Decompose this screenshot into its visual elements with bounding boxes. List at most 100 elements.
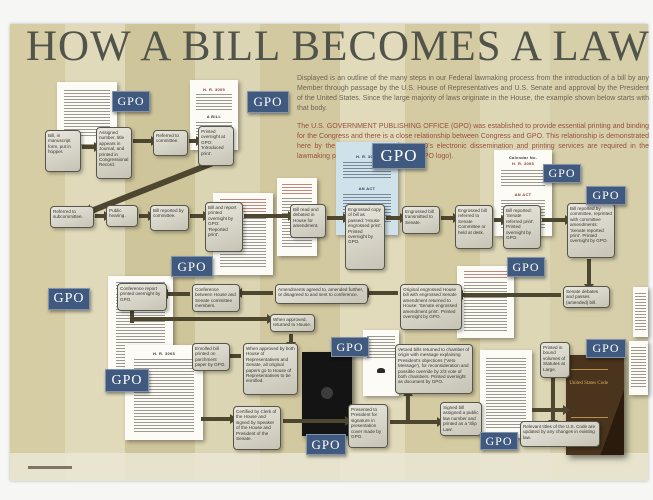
gpo-logo-text: GPO	[592, 188, 620, 202]
flow-arrow	[441, 216, 454, 220]
flow-step-bill-in-hopper: Bill, in manuscript form, put in hopper.	[45, 130, 81, 172]
document-text-lines	[367, 336, 395, 360]
cover-seal	[321, 387, 333, 400]
document-text-lines	[486, 358, 526, 428]
flow-step-reported-by-committee: Bill reported by committee.	[150, 205, 189, 231]
flow-step-approved-returned-house: When approved, returned to House.	[270, 314, 315, 332]
flow-arrow	[82, 145, 95, 149]
veto-message-document	[363, 330, 399, 396]
flow-arrow	[190, 214, 204, 218]
flow-arrow	[134, 317, 268, 321]
gpo-logo-text: GPO	[512, 259, 540, 274]
flow-step-house-debate: Bill read and debated in House for amend…	[290, 204, 326, 238]
flow-step-house-engrossed-print: Engrossed copy of bill as passed: 'House…	[345, 204, 385, 270]
flow-arrow	[462, 293, 561, 297]
gpo-logo-text: GPO	[53, 291, 85, 306]
an-act-heading: AN ACT	[358, 186, 376, 191]
document-text-lines	[195, 94, 233, 110]
flow-arrow	[133, 139, 152, 143]
gpo-logo-text: GPO	[592, 341, 620, 355]
flow-arrow	[139, 214, 149, 218]
flow-arrow	[289, 334, 293, 343]
flow-arrow	[587, 259, 591, 285]
document-text-lines	[281, 184, 313, 194]
flow-arrow	[283, 419, 346, 423]
document-text-lines	[500, 170, 546, 186]
intro-paragraph-1: Displayed is an outline of the many step…	[297, 75, 649, 113]
gpo-logo-text: GPO	[380, 146, 418, 165]
poster-title: HOW A BILL BECOMES A LAW	[26, 23, 650, 70]
gpo-logo: GPO	[507, 257, 545, 277]
flow-step-presented-president: Presented to President for signature in …	[348, 404, 388, 448]
poster-bottom-band	[10, 453, 648, 481]
slip-law-document	[480, 350, 532, 438]
flow-step-public-hearing: Public hearing.	[106, 205, 138, 227]
flow-step-senate-reported-print: Bill reported by committee, reprinted wi…	[567, 203, 615, 258]
gpo-logo: GPO	[586, 339, 626, 358]
bill-number-label: H. R. 3005	[152, 351, 176, 356]
document-text-lines	[463, 271, 508, 279]
gpo-logo: GPO	[105, 369, 149, 392]
flow-arrow	[551, 378, 555, 421]
bill-number-label: H. R. 3005	[355, 154, 379, 159]
flow-step-assigned-number: Assigned number, title appears in Journa…	[96, 127, 132, 179]
a-bill-heading: A BILL	[206, 114, 222, 119]
credit-line	[28, 466, 72, 469]
flow-step-reported-print: Bill and report printed overnight by GPO…	[205, 202, 243, 252]
flow-step-statutes-at-large: Printed in bound volumes of Statutes at …	[540, 342, 570, 378]
flow-step-transmitted-senate: Engrossed bill transmitted to Senate.	[402, 206, 440, 234]
flow-arrow	[167, 292, 190, 296]
flow-step-introduced-print: Printed overnight at GPO: 'Introduced pr…	[198, 126, 234, 166]
flow-arrow	[229, 354, 241, 358]
flow-arrow	[494, 218, 502, 222]
flow-arrow	[406, 395, 410, 421]
flow-step-papers-enrolled: When approved by both House of Represent…	[243, 343, 298, 395]
flow-step-parchment-print: Enrolled bill printed on parchment paper…	[192, 343, 230, 371]
gpo-logo-text: GPO	[111, 372, 143, 388]
document-text-lines	[463, 282, 508, 332]
gpo-logo-text: GPO	[336, 339, 364, 354]
bill-number-label: H. R. 3005	[202, 87, 226, 92]
gpo-logo-text: GPO	[253, 94, 283, 109]
gpo-logo: GPO	[331, 337, 369, 357]
flow-arrow	[327, 216, 344, 220]
gpo-logo: GPO	[171, 256, 213, 277]
senate-amendment-print-document	[457, 266, 514, 338]
flow-step-vetoed-bills: Vetoed bills returned to chamber of orig…	[395, 344, 473, 394]
us-code-title: United States Code	[569, 381, 608, 386]
gpo-logo-text: GPO	[485, 433, 513, 448]
gpo-logo: GPO	[480, 432, 518, 450]
flow-step-amendments-agreed: Amendments agreed to, amended further, o…	[275, 284, 368, 304]
flow-arrow	[532, 408, 564, 412]
flow-step-conference-report-print: Conference report printed overnight by G…	[117, 283, 167, 311]
edge-document	[633, 287, 648, 337]
gpo-logo-text: GPO	[177, 258, 207, 274]
gpo-logo: GPO	[306, 434, 346, 455]
flow-arrow	[201, 417, 231, 421]
flow-arrow	[390, 420, 438, 424]
flow-step-senate-passes: Senate debates and passes (amended) bill…	[563, 286, 610, 309]
bill-number-label: H. R. 3005	[511, 161, 535, 166]
flow-step-slip-law: Signed bill assigned a public law number…	[440, 402, 482, 436]
flow-arrow	[386, 216, 401, 220]
flow-step-certified-signed: Certified by Clerk of the House and sign…	[233, 406, 281, 450]
eagle-seal	[377, 368, 385, 374]
flow-arrow	[542, 218, 566, 222]
gpo-logo: GPO	[112, 91, 150, 112]
flow-step-senate-engrossed-amendment: Original engrossed House bill with engro…	[400, 284, 462, 330]
gpo-logo-text: GPO	[548, 166, 576, 180]
an-act-heading: AN ACT	[514, 192, 532, 197]
document-text-lines	[631, 347, 646, 389]
book-rule	[570, 417, 608, 418]
document-text-lines	[634, 293, 647, 331]
gpo-logo-text: GPO	[311, 436, 341, 452]
flow-step-senate-committee: Engrossed bill referred to Senate Commit…	[455, 205, 493, 249]
gpo-logo: GPO	[48, 288, 90, 310]
gpo-logo: GPO	[543, 164, 581, 183]
flow-step-us-code-updated: Relevant titles of the U.S. Code are upd…	[520, 421, 600, 447]
flow-arrow	[95, 214, 105, 218]
flow-step-referred-committee: Referred to committee.	[153, 130, 188, 156]
flow-step-referred-subcommittee: Referred to subcommittee.	[50, 206, 94, 228]
flow-arrow	[189, 139, 197, 143]
book-rule	[570, 369, 608, 370]
